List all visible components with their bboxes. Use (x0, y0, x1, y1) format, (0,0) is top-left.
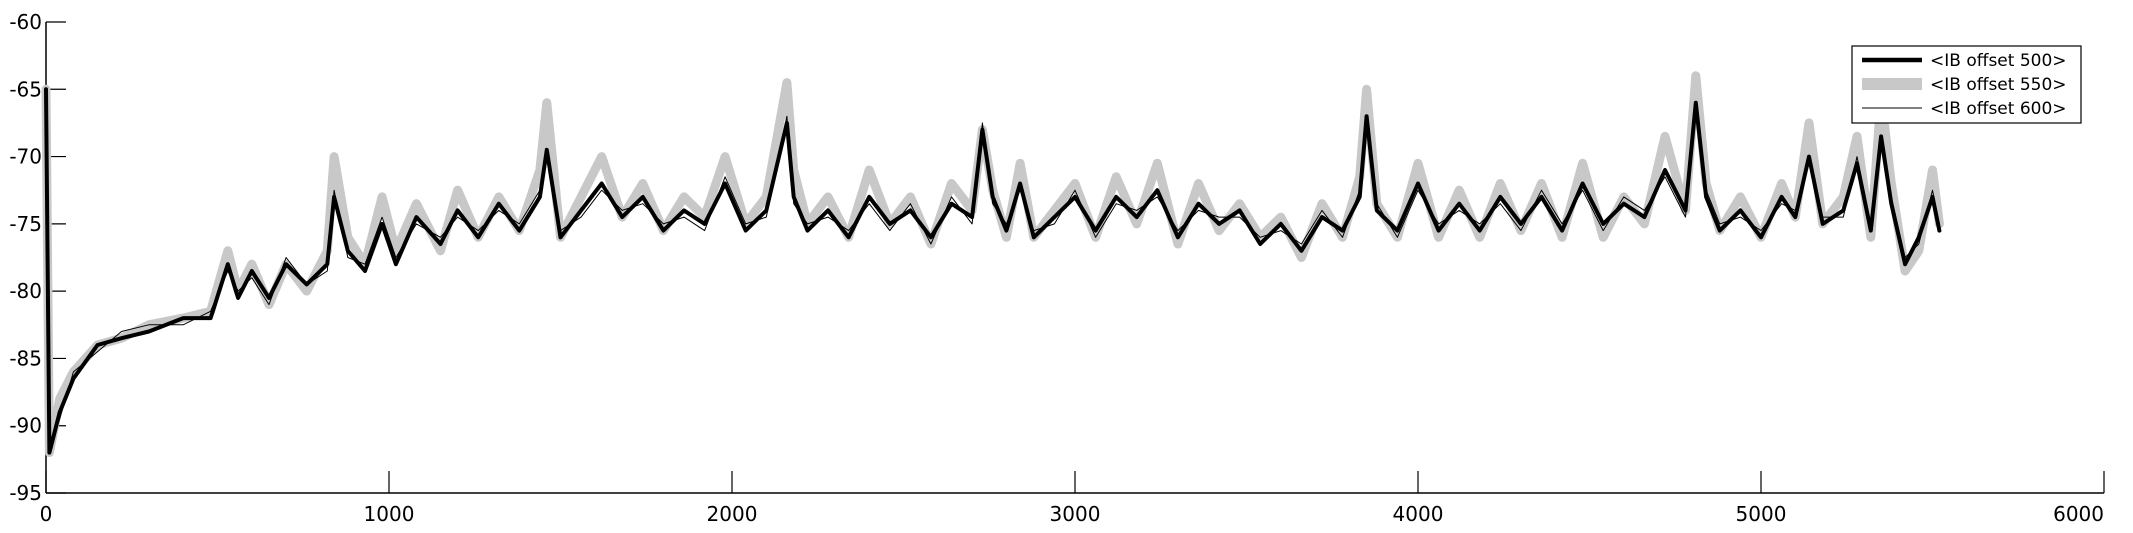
x-tick-label: 1000 (364, 502, 415, 526)
y-tick-label: -75 (9, 212, 42, 236)
x-tick-label: 3000 (1050, 502, 1101, 526)
legend-label-ib-offset-600: <IB offset 600> (1930, 99, 2067, 119)
legend: <IB offset 500> <IB offset 550> <IB offs… (1851, 45, 2082, 124)
y-tick-label: -70 (9, 145, 42, 169)
x-ticks: 0 1000 2000 3000 4000 5000 6000 (40, 471, 2105, 526)
series-line-ib-offset-550 (41, 71, 1944, 458)
y-tick-label: -90 (9, 414, 42, 438)
legend-label-ib-offset-500: <IB offset 500> (1930, 51, 2067, 71)
legend-label-ib-offset-550: <IB offset 550> (1930, 75, 2067, 95)
y-tick-label: -65 (9, 77, 42, 101)
x-tick-label: 2000 (707, 502, 758, 526)
series-line-ib-offset-600 (45, 88, 1940, 447)
y-tick-label: -95 (9, 481, 42, 505)
x-tick-label: 6000 (2053, 502, 2104, 526)
y-tick-label: -80 (9, 279, 42, 303)
x-tick-label: 0 (40, 502, 53, 526)
x-tick-label: 5000 (1736, 502, 1787, 526)
x-tick-label: 4000 (1393, 502, 1444, 526)
series-layer (41, 71, 1944, 458)
y-tick-label: -60 (9, 10, 42, 34)
y-ticks: -60 -65 -70 -75 -80 -85 -90 -95 (9, 10, 66, 505)
series-line-ib-offset-500 (44, 87, 1942, 455)
y-tick-label: -85 (9, 346, 42, 370)
